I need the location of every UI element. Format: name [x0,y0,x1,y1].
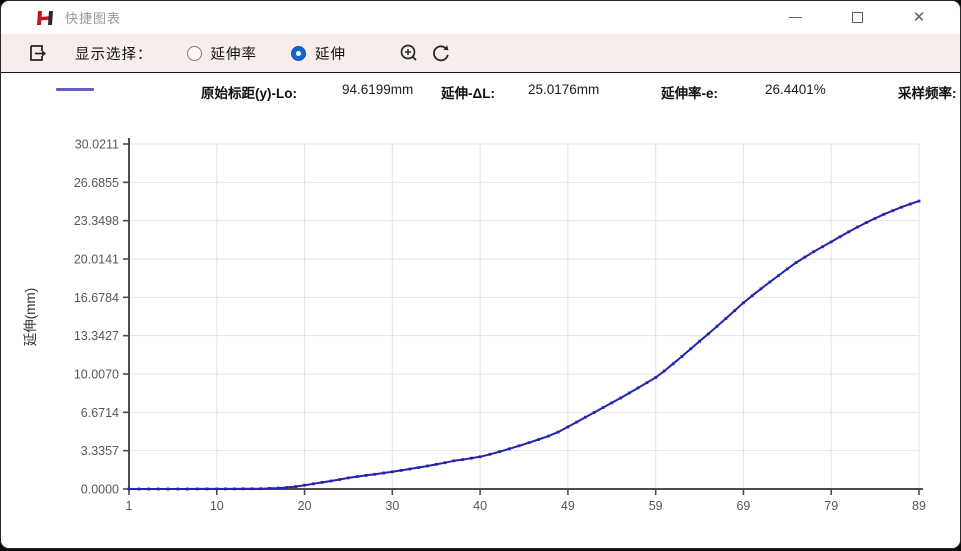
elongation-delta-label: 延伸-ΔL: [441,86,495,101]
toolbar: 显示选择： 延伸率 延伸 [1,34,960,73]
display-radio-group: 延伸率 延伸 [153,43,347,64]
svg-text:49: 49 [561,499,575,513]
svg-text:23.3498: 23.3498 [74,214,119,228]
svg-text:30: 30 [385,499,399,513]
infobar: 原始标距(y)-Lo: 94.6199mm 延伸-ΔL: 25.0176mm 延… [1,73,960,109]
svg-text:16.6784: 16.6784 [74,291,119,305]
radio-circle-icon [186,45,202,61]
radio-elongation-label: 延伸 [315,46,346,63]
maximize-button[interactable] [826,1,888,34]
svg-text:3.3357: 3.3357 [81,444,119,458]
minimize-icon [788,17,802,18]
radio-elongation[interactable]: 延伸 [291,43,346,64]
chart-axes [128,138,923,490]
svg-text:89: 89 [912,499,926,513]
titlebar: 快捷图表 ✕ [1,1,960,34]
maximize-icon [851,12,863,23]
h-logo-icon [37,10,53,25]
sampling-freq-label: 采样频率: [898,86,957,101]
refresh-icon[interactable] [430,42,452,64]
svg-text:59: 59 [649,499,663,513]
close-icon: ✕ [912,9,926,26]
svg-text:10.0070: 10.0070 [74,368,119,382]
elongation-chart[interactable]: 30.0211 26.6855 23.3498 20.0141 16.6784 13.34… [1,109,961,549]
chart-ticks [123,143,920,495]
close-button[interactable]: ✕ [888,1,950,34]
chart-area: 延伸(mm) 30.0211 26.6855 23.3498 20.0141 16.67… [1,109,961,549]
window-title: 快捷图表 [65,11,122,26]
svg-text:6.6714: 6.6714 [81,406,119,420]
radio-elongation-rate-label: 延伸率 [210,46,257,63]
svg-text:0.0000: 0.0000 [81,483,119,497]
series-legend-swatch [56,88,94,91]
svg-text:26.6855: 26.6855 [74,176,119,190]
zoom-in-icon[interactable] [398,42,420,64]
minimize-button[interactable] [764,1,826,34]
series-elongation-line [127,199,921,491]
svg-text:79: 79 [824,499,838,513]
svg-text:30.0211: 30.0211 [75,138,119,152]
svg-text:20: 20 [298,499,312,513]
svg-text:69: 69 [736,499,750,513]
elongation-rate-label: 延伸率-e: [661,86,718,101]
window-controls: ✕ [764,1,950,34]
radio-elongation-rate[interactable]: 延伸率 [186,43,258,64]
gauge-length-label: 原始标距(y)-Lo: [201,86,297,101]
chart-tick-labels: 30.0211 26.6855 23.3498 20.0141 16.6784 13.34… [74,138,926,514]
export-icon[interactable] [27,42,49,64]
elongation-delta-value: 25.0176mm [528,82,600,97]
display-select-label: 显示选择： [75,46,153,63]
svg-text:10: 10 [210,499,224,513]
svg-text:1: 1 [126,499,133,513]
chart-gridlines [129,143,920,490]
svg-text:40: 40 [473,499,487,513]
svg-text:13.3427: 13.3427 [74,329,119,343]
radio-circle-icon [291,45,306,61]
svg-text:20.0141: 20.0141 [74,252,119,266]
elongation-rate-value: 26.4401% [765,82,826,97]
gauge-length-value: 94.6199mm [342,82,414,97]
